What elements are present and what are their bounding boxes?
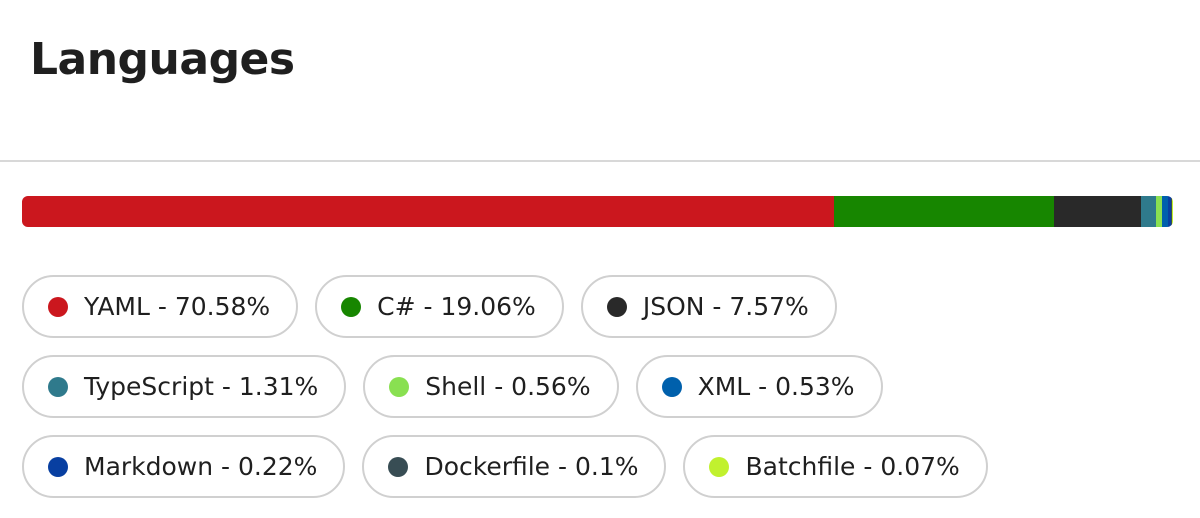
language-chip-batchfile[interactable]: Batchfile - 0.07% (683, 435, 988, 498)
language-label: JSON - 7.57% (642, 292, 809, 321)
bar-segment-yaml (22, 196, 835, 227)
legend-row: Markdown - 0.22% Dockerfile - 0.1% Batch… (22, 435, 1182, 498)
language-label: C# - 19.06% (377, 292, 536, 321)
language-label: Dockerfile - 0.1% (424, 452, 639, 481)
language-usage-bar (22, 196, 1173, 227)
language-chip-xml[interactable]: XML - 0.53% (635, 355, 883, 418)
panel-header: Languages (0, 0, 1200, 162)
color-dot-icon (341, 296, 362, 317)
legend-row: YAML - 70.58% C# - 19.06% JSON - 7.57% (22, 275, 1182, 338)
language-chip-dockerfile[interactable]: Dockerfile - 0.1% (362, 435, 667, 498)
language-label: TypeScript - 1.31% (84, 372, 319, 401)
color-dot-icon (48, 296, 68, 317)
language-label: YAML - 70.58% (84, 292, 271, 321)
bar-segment-shell (1155, 196, 1163, 227)
color-dot-icon (606, 296, 627, 317)
language-chip-shell[interactable]: Shell - 0.56% (363, 355, 619, 418)
language-label: XML - 0.53% (697, 372, 855, 401)
color-dot-icon (48, 456, 68, 477)
color-dot-icon (48, 376, 68, 397)
color-dot-icon (709, 456, 730, 477)
language-label: Markdown - 0.22% (84, 452, 318, 481)
bar-segment-batchfile (1172, 196, 1173, 227)
language-label: Shell - 0.56% (425, 372, 591, 401)
bar-segment-dockerfile (1171, 196, 1173, 227)
language-legend: YAML - 70.58% C# - 19.06% JSON - 7.57% T… (22, 275, 1182, 515)
bar-segment-csharp (834, 196, 1054, 227)
legend-row: TypeScript - 1.31% Shell - 0.56% XML - 0… (22, 355, 1182, 418)
bar-segment-json (1053, 196, 1141, 227)
color-dot-icon (661, 376, 682, 397)
language-chip-typescript[interactable]: TypeScript - 1.31% (22, 355, 347, 418)
language-chip-yaml[interactable]: YAML - 70.58% (22, 275, 299, 338)
color-dot-icon (388, 456, 409, 477)
color-dot-icon (389, 376, 410, 397)
bar-segment-markdown (1168, 196, 1171, 227)
language-chip-markdown[interactable]: Markdown - 0.22% (22, 435, 346, 498)
panel-title: Languages (30, 34, 295, 85)
language-label: Batchfile - 0.07% (745, 452, 960, 481)
language-chip-csharp[interactable]: C# - 19.06% (315, 275, 564, 338)
bar-segment-xml (1162, 196, 1169, 227)
language-chip-json[interactable]: JSON - 7.57% (580, 275, 837, 338)
bar-segment-typescript (1140, 196, 1156, 227)
